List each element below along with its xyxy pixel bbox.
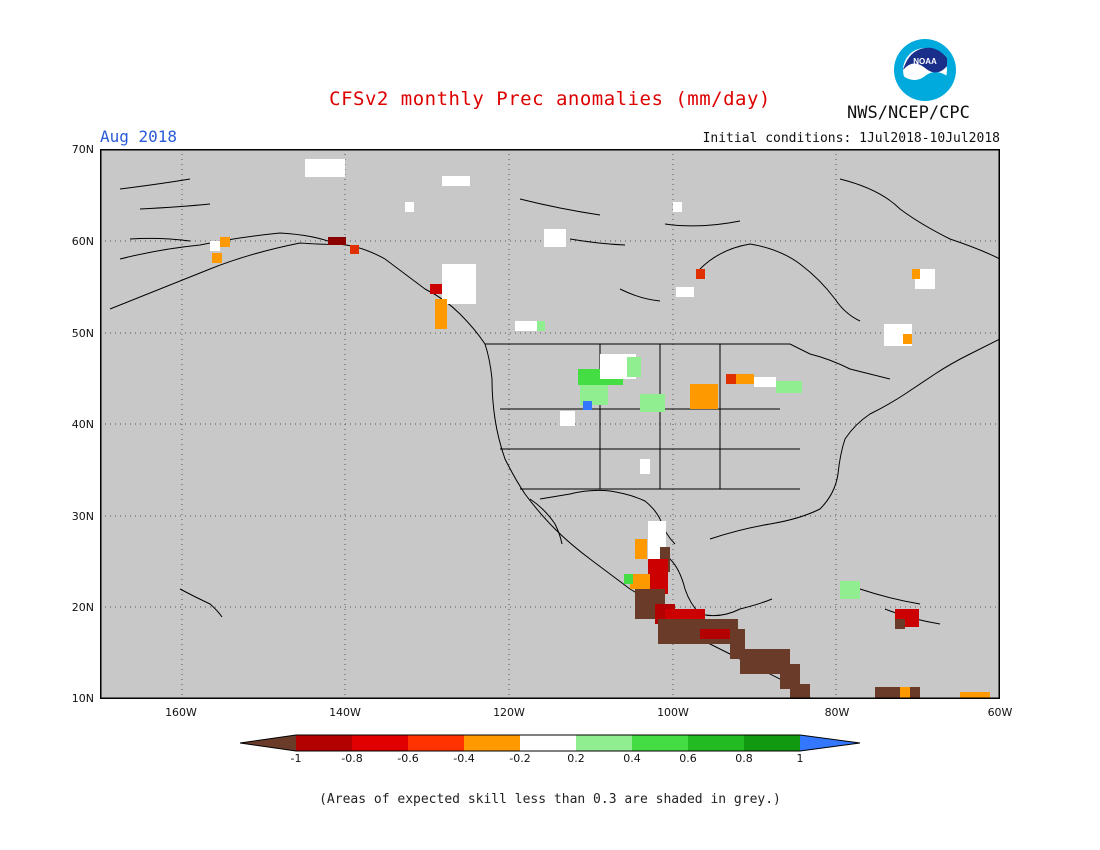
noaa-logo: NOAA	[894, 39, 956, 101]
colorbar-bin	[352, 735, 408, 751]
colorbar-bin	[632, 735, 688, 751]
lat-label: 20N	[71, 601, 94, 614]
lon-label: 100W	[657, 706, 689, 719]
forecast-period: Aug 2018	[100, 127, 178, 146]
anomaly-map	[100, 149, 1000, 699]
coastlines	[109, 178, 1000, 699]
skill-footnote: (Areas of expected skill less than 0.3 a…	[319, 792, 781, 807]
lon-label: 140W	[329, 706, 361, 719]
colorbar-label: -0.8	[341, 752, 363, 765]
lon-label: 160W	[165, 706, 197, 719]
map-border	[100, 149, 1000, 699]
chart-title-text: CFSv2 monthly Prec anomalies (mm/day)	[329, 88, 771, 110]
colorbar-label: 0.8	[735, 752, 753, 765]
colorbar-label: -0.2	[509, 752, 531, 765]
lat-label: 30N	[71, 510, 94, 523]
lon-label: 60W	[987, 706, 1013, 719]
colorbar-bin	[688, 735, 744, 751]
lat-label: 50N	[71, 327, 94, 340]
colorbar-bin	[464, 735, 520, 751]
lon-label: 80W	[824, 706, 850, 719]
logo-text: NOAA	[913, 57, 937, 66]
colorbar-label: 0.4	[623, 752, 641, 765]
lat-label: 40N	[71, 418, 94, 431]
colorbar-bin	[408, 735, 464, 751]
colorbar-label: -1	[290, 752, 302, 765]
colorbar-bin	[576, 735, 632, 751]
anomaly-cells	[210, 159, 990, 699]
lat-label: 10N	[71, 692, 94, 705]
colorbar-label: -0.4	[453, 752, 475, 765]
colorbar	[240, 734, 860, 752]
colorbar-bin	[296, 735, 352, 751]
chart-title: CFSv2 monthly Prec anomalies (mm/day)	[0, 88, 1100, 110]
colorbar-label: 1	[796, 752, 804, 765]
agency-label: NWS/NCEP/CPC	[847, 103, 970, 123]
colorbar-low-arrow	[240, 735, 296, 751]
colorbar-label: -0.6	[397, 752, 419, 765]
lat-label: 60N	[71, 235, 94, 248]
lat-label: 70N	[71, 143, 94, 156]
lon-label: 120W	[493, 706, 525, 719]
colorbar-outline	[240, 734, 860, 752]
colorbar-label: 0.6	[679, 752, 697, 765]
initial-conditions: Initial conditions: 1Jul2018-10Jul2018	[702, 131, 1000, 146]
colorbar-bin	[744, 735, 800, 751]
colorbar-bin	[520, 735, 576, 751]
colorbar-high-arrow	[800, 735, 860, 751]
colorbar-label: 0.2	[567, 752, 585, 765]
